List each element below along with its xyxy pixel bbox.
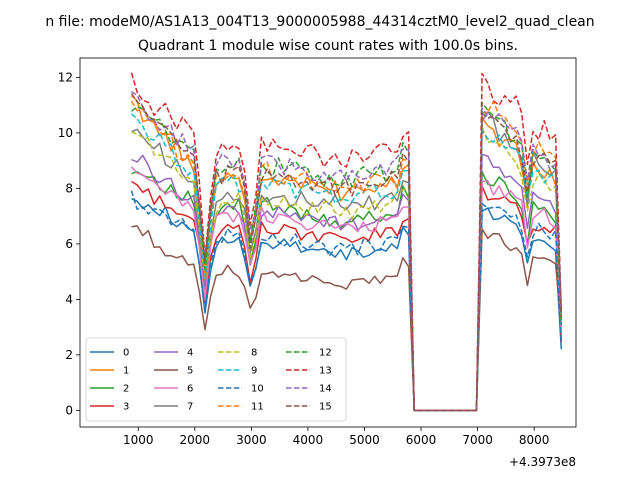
legend-label-5: 5 (187, 366, 193, 377)
y-tick-label: 4 (65, 292, 73, 306)
series-line-4 (131, 153, 563, 412)
legend-label-0: 0 (123, 348, 129, 359)
legend-label-11: 11 (251, 402, 264, 413)
x-tick-label: 8000 (519, 433, 550, 447)
legend-frame (85, 337, 347, 422)
series-line-10 (130, 190, 563, 412)
legend-label-1: 1 (123, 366, 129, 377)
x-offset-label: +4.3973e8 (509, 455, 576, 469)
legend-label-15: 15 (319, 402, 332, 413)
x-tick-label: 4000 (293, 433, 324, 447)
y-tick-label: 6 (65, 237, 73, 251)
legend-label-10: 10 (251, 384, 264, 395)
legend-label-6: 6 (187, 384, 193, 395)
legend-label-2: 2 (123, 384, 129, 395)
x-tick-label: 5000 (349, 433, 380, 447)
series-layer (130, 72, 563, 412)
x-tick-label: 7000 (462, 433, 493, 447)
plot-frame (79, 57, 577, 428)
y-tick-label: 12 (58, 70, 73, 84)
series-line-13 (130, 72, 563, 412)
y-tick-label: 2 (65, 348, 73, 362)
series-line-15 (130, 93, 563, 412)
legend-label-3: 3 (123, 402, 129, 413)
series-line-5 (131, 225, 563, 412)
series-line-6 (130, 166, 563, 412)
legend-label-9: 9 (251, 366, 257, 377)
series-line-12 (131, 101, 563, 412)
legend-label-14: 14 (319, 384, 332, 395)
legend-label-12: 12 (319, 348, 332, 359)
series-line-11 (130, 100, 563, 412)
x-tick-label: 2000 (180, 433, 211, 447)
figure-suptitle: n file: modeM0/AS1A13_004T13_9000005988_… (45, 14, 594, 30)
legend-label-13: 13 (319, 366, 332, 377)
x-tick-label: 1000 (123, 433, 154, 447)
series-line-0 (131, 198, 563, 412)
legend-label-7: 7 (187, 402, 193, 413)
x-tick-label: 6000 (406, 433, 437, 447)
legend-label-4: 4 (187, 348, 193, 359)
legend-label-8: 8 (251, 348, 257, 359)
y-tick-label: 0 (65, 403, 73, 417)
y-tick-label: 10 (58, 126, 73, 140)
chart-title: Quadrant 1 module wise count rates with … (138, 38, 518, 54)
y-tick-label: 8 (65, 181, 73, 195)
series-line-9 (130, 113, 563, 412)
x-tick-label: 3000 (236, 433, 267, 447)
axis-layer: 1000 2000 3000 4000 5000 6000 7000 800002468101… (58, 70, 550, 447)
